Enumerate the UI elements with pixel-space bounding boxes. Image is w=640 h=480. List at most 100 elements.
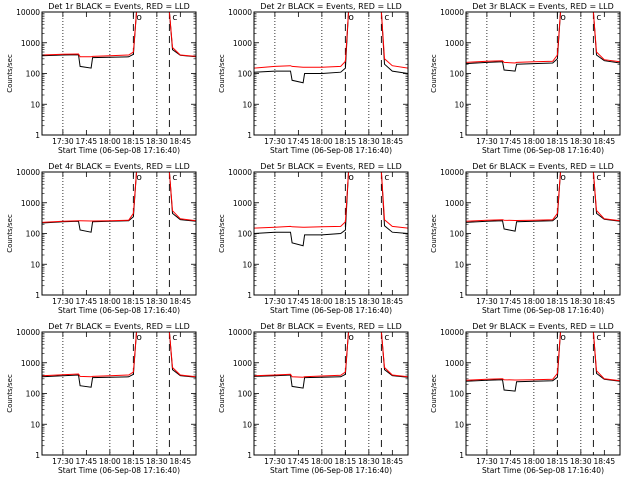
x-axis-label: Start Time (06-Sep-08 17:16:40): [58, 146, 180, 155]
y-tick-label: 1000: [21, 359, 40, 368]
x-tick-label: 18:00: [99, 297, 121, 306]
x-tick-label: 18:15: [123, 457, 145, 466]
panel-title: Det 7r BLACK = Events, RED = LLD: [48, 322, 190, 331]
marker-annotation: o: [348, 13, 354, 23]
panel-7: Det 7r BLACK = Events, RED = LLD 1 10 100 10…: [6, 322, 197, 475]
series-line-lld: [466, 12, 620, 64]
panel-1: Det 1r BLACK = Events, RED = LLD 1 10 100 10…: [6, 2, 197, 155]
panel-title: Det 4r BLACK = Events, RED = LLD: [48, 162, 190, 171]
x-tick-label: 18:45: [594, 297, 616, 306]
marker-annotation: o: [136, 13, 142, 23]
panel-6: Det 6r BLACK = Events, RED = LLD 1 10 100 10…: [430, 162, 621, 315]
x-tick-label: 18:00: [99, 457, 121, 466]
marker-annotation: c: [172, 333, 177, 343]
y-tick-label: 10000: [228, 328, 252, 337]
series-line-lld: [254, 332, 408, 378]
x-tick-label: 18:45: [382, 457, 404, 466]
y-tick-label: 1000: [445, 359, 464, 368]
x-tick-label: 17:45: [500, 137, 522, 146]
x-tick-label: 17:30: [264, 137, 286, 146]
panel-title: Det 3r BLACK = Events, RED = LLD: [472, 2, 614, 11]
series-line-lld: [42, 332, 196, 378]
y-tick-label: 1000: [233, 199, 252, 208]
y-tick-label: 1: [459, 131, 464, 140]
x-tick-label: 18:45: [382, 297, 404, 306]
x-tick-label: 17:45: [76, 457, 98, 466]
x-tick-label: 17:30: [476, 137, 498, 146]
y-tick-label: 1: [247, 131, 252, 140]
y-axis-label: Counts/sec: [218, 214, 226, 253]
panel-title: Det 1r BLACK = Events, RED = LLD: [48, 2, 190, 11]
x-tick-label: 18:15: [547, 457, 569, 466]
x-tick-label: 18:15: [547, 297, 569, 306]
x-tick-label: 17:45: [500, 457, 522, 466]
x-tick-label: 18:00: [523, 297, 545, 306]
x-axis-label: Start Time (06-Sep-08 17:16:40): [270, 466, 392, 475]
y-tick-label: 100: [238, 230, 253, 239]
x-tick-label: 17:30: [476, 297, 498, 306]
x-tick-label: 18:00: [523, 457, 545, 466]
x-tick-label: 18:00: [311, 457, 333, 466]
x-tick-label: 17:45: [288, 137, 310, 146]
y-axis-label: Counts/sec: [430, 214, 438, 253]
marker-annotation: o: [136, 333, 142, 343]
x-tick-label: 18:45: [594, 137, 616, 146]
x-tick-label: 18:45: [382, 137, 404, 146]
panel-grid: Det 1r BLACK = Events, RED = LLD 1 10 100 10…: [6, 2, 621, 475]
x-tick-label: 17:30: [264, 457, 286, 466]
series-line-lld: [466, 172, 620, 222]
y-tick-label: 100: [26, 230, 41, 239]
x-tick-label: 18:15: [123, 137, 145, 146]
panel-title: Det 6r BLACK = Events, RED = LLD: [472, 162, 614, 171]
y-tick-label: 1: [459, 291, 464, 300]
x-tick-label: 18:15: [123, 297, 145, 306]
y-tick-label: 10000: [228, 168, 252, 177]
x-axis-label: Start Time (06-Sep-08 17:16:40): [58, 466, 180, 475]
x-tick-label: 18:45: [594, 457, 616, 466]
y-tick-label: 10000: [16, 328, 40, 337]
x-tick-label: 18:30: [146, 137, 168, 146]
y-tick-label: 100: [26, 390, 41, 399]
x-tick-label: 18:15: [335, 137, 357, 146]
series-line-lld: [254, 12, 408, 69]
y-tick-label: 100: [238, 70, 253, 79]
y-tick-label: 10: [242, 420, 252, 429]
marker-annotation: c: [384, 173, 389, 183]
x-tick-label: 18:30: [570, 297, 592, 306]
x-tick-label: 17:45: [76, 297, 98, 306]
x-tick-label: 18:30: [358, 137, 380, 146]
series-line-lld: [42, 12, 196, 58]
y-tick-label: 10: [30, 420, 40, 429]
y-tick-label: 10000: [16, 168, 40, 177]
y-tick-label: 1: [247, 451, 252, 460]
y-tick-label: 100: [450, 70, 465, 79]
y-tick-label: 1: [35, 131, 40, 140]
marker-annotation: o: [348, 173, 354, 183]
x-tick-label: 17:45: [76, 137, 98, 146]
marker-annotation: c: [596, 173, 601, 183]
panel-3: Det 3r BLACK = Events, RED = LLD 1 10 100 10…: [430, 2, 621, 155]
y-tick-label: 10: [30, 100, 40, 109]
y-axis-label: Counts/sec: [218, 374, 226, 413]
x-tick-label: 17:45: [288, 457, 310, 466]
y-tick-label: 10: [242, 260, 252, 269]
x-tick-label: 17:45: [500, 297, 522, 306]
marker-annotation: o: [560, 333, 566, 343]
x-axis-label: Start Time (06-Sep-08 17:16:40): [270, 306, 392, 315]
x-tick-label: 18:00: [99, 137, 121, 146]
x-axis-label: Start Time (06-Sep-08 17:16:40): [482, 306, 604, 315]
y-axis-label: Counts/sec: [6, 54, 14, 93]
y-tick-label: 10: [30, 260, 40, 269]
marker-annotation: c: [596, 333, 601, 343]
x-tick-label: 17:30: [52, 137, 74, 146]
marker-annotation: o: [560, 173, 566, 183]
y-tick-label: 10: [454, 260, 464, 269]
y-tick-label: 1000: [233, 39, 252, 48]
marker-annotation: c: [384, 333, 389, 343]
y-axis-label: Counts/sec: [218, 54, 226, 93]
x-tick-label: 17:30: [264, 297, 286, 306]
y-tick-label: 10000: [228, 8, 252, 17]
y-tick-label: 100: [26, 70, 41, 79]
